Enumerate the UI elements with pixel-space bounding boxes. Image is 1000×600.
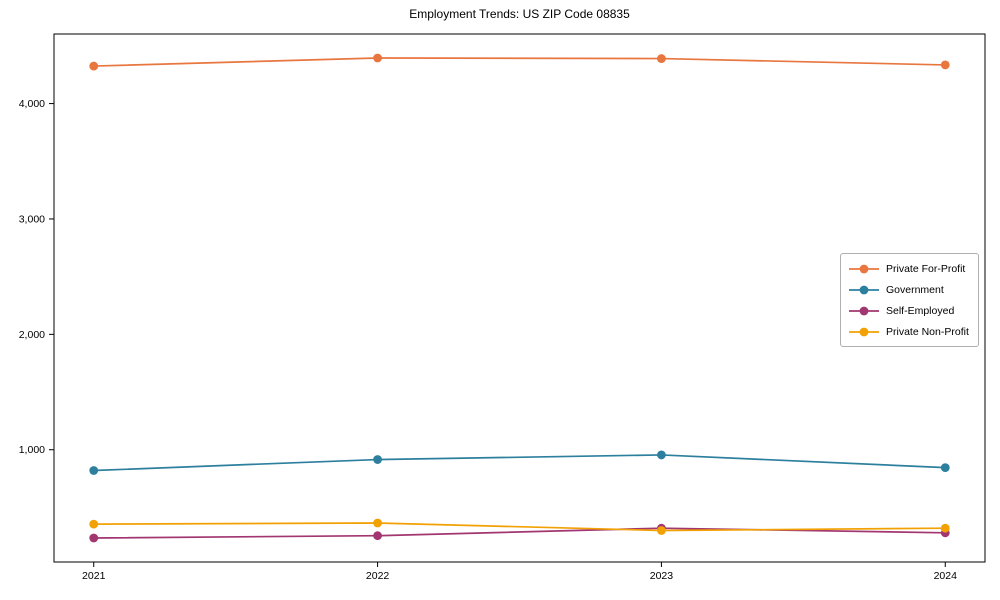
y-axis-tick-label: 4,000 bbox=[19, 98, 45, 110]
series-line-self-employed bbox=[93, 527, 946, 539]
legend-marker-dot bbox=[859, 264, 869, 273]
legend-item-self-employed: Self-Employed bbox=[849, 302, 969, 319]
data-point-government-2023 bbox=[657, 450, 666, 460]
data-point-private-for-profit-2023 bbox=[657, 54, 666, 63]
x-axis-tick-label: 2024 bbox=[934, 570, 958, 582]
legend-marker-private-non-profit bbox=[849, 327, 879, 336]
data-point-government-2022 bbox=[373, 455, 382, 464]
legend-label-private-non-profit: Private Non-Profit bbox=[886, 325, 969, 338]
x-axis-tick-label: 2021 bbox=[82, 570, 106, 582]
data-point-government-2021 bbox=[89, 466, 99, 475]
series-line-private-non-profit bbox=[93, 522, 946, 532]
data-point-government-2024 bbox=[940, 463, 950, 473]
data-point-private-non-profit-2024 bbox=[940, 523, 950, 533]
data-point-self-employed-2022 bbox=[373, 531, 382, 541]
legend-item-private-non-profit: Private Non-Profit bbox=[849, 323, 969, 340]
legend: Private For-Profit Government Self-Employe… bbox=[840, 253, 979, 347]
series-line-government bbox=[93, 454, 946, 472]
legend-marker-private-for-profit bbox=[849, 264, 879, 273]
y-axis-tick-label: 2,000 bbox=[19, 329, 45, 341]
plot-border bbox=[53, 33, 986, 563]
chart-title: Employment Trends: US ZIP Code 08835 bbox=[409, 7, 630, 21]
data-point-private-non-profit-2021 bbox=[89, 519, 99, 529]
legend-item-private-for-profit: Private For-Profit bbox=[849, 260, 969, 277]
data-point-private-non-profit-2022 bbox=[373, 518, 382, 528]
legend-marker-dot bbox=[859, 327, 869, 336]
data-point-self-employed-2021 bbox=[89, 533, 99, 543]
legend-item-government: Government bbox=[849, 281, 969, 298]
data-point-private-non-profit-2023 bbox=[657, 526, 666, 535]
legend-label-private-for-profit: Private For-Profit bbox=[886, 262, 966, 275]
data-point-private-for-profit-2022 bbox=[373, 53, 382, 63]
x-axis-tick-label: 2023 bbox=[650, 570, 674, 582]
legend-marker-dot bbox=[859, 306, 869, 315]
y-axis-tick-label: 3,000 bbox=[19, 213, 45, 225]
x-axis-tick-label: 2022 bbox=[366, 570, 390, 582]
series-line-private-for-profit bbox=[93, 57, 946, 67]
legend-label-self-employed: Self-Employed bbox=[886, 304, 955, 317]
legend-marker-self-employed bbox=[849, 306, 879, 315]
legend-marker-government bbox=[849, 285, 879, 294]
legend-marker-dot bbox=[859, 285, 869, 294]
legend-label-government: Government bbox=[886, 283, 944, 296]
data-point-private-for-profit-2021 bbox=[89, 61, 99, 71]
data-point-private-for-profit-2024 bbox=[940, 60, 950, 70]
y-axis-tick-label: 1,000 bbox=[19, 444, 45, 456]
